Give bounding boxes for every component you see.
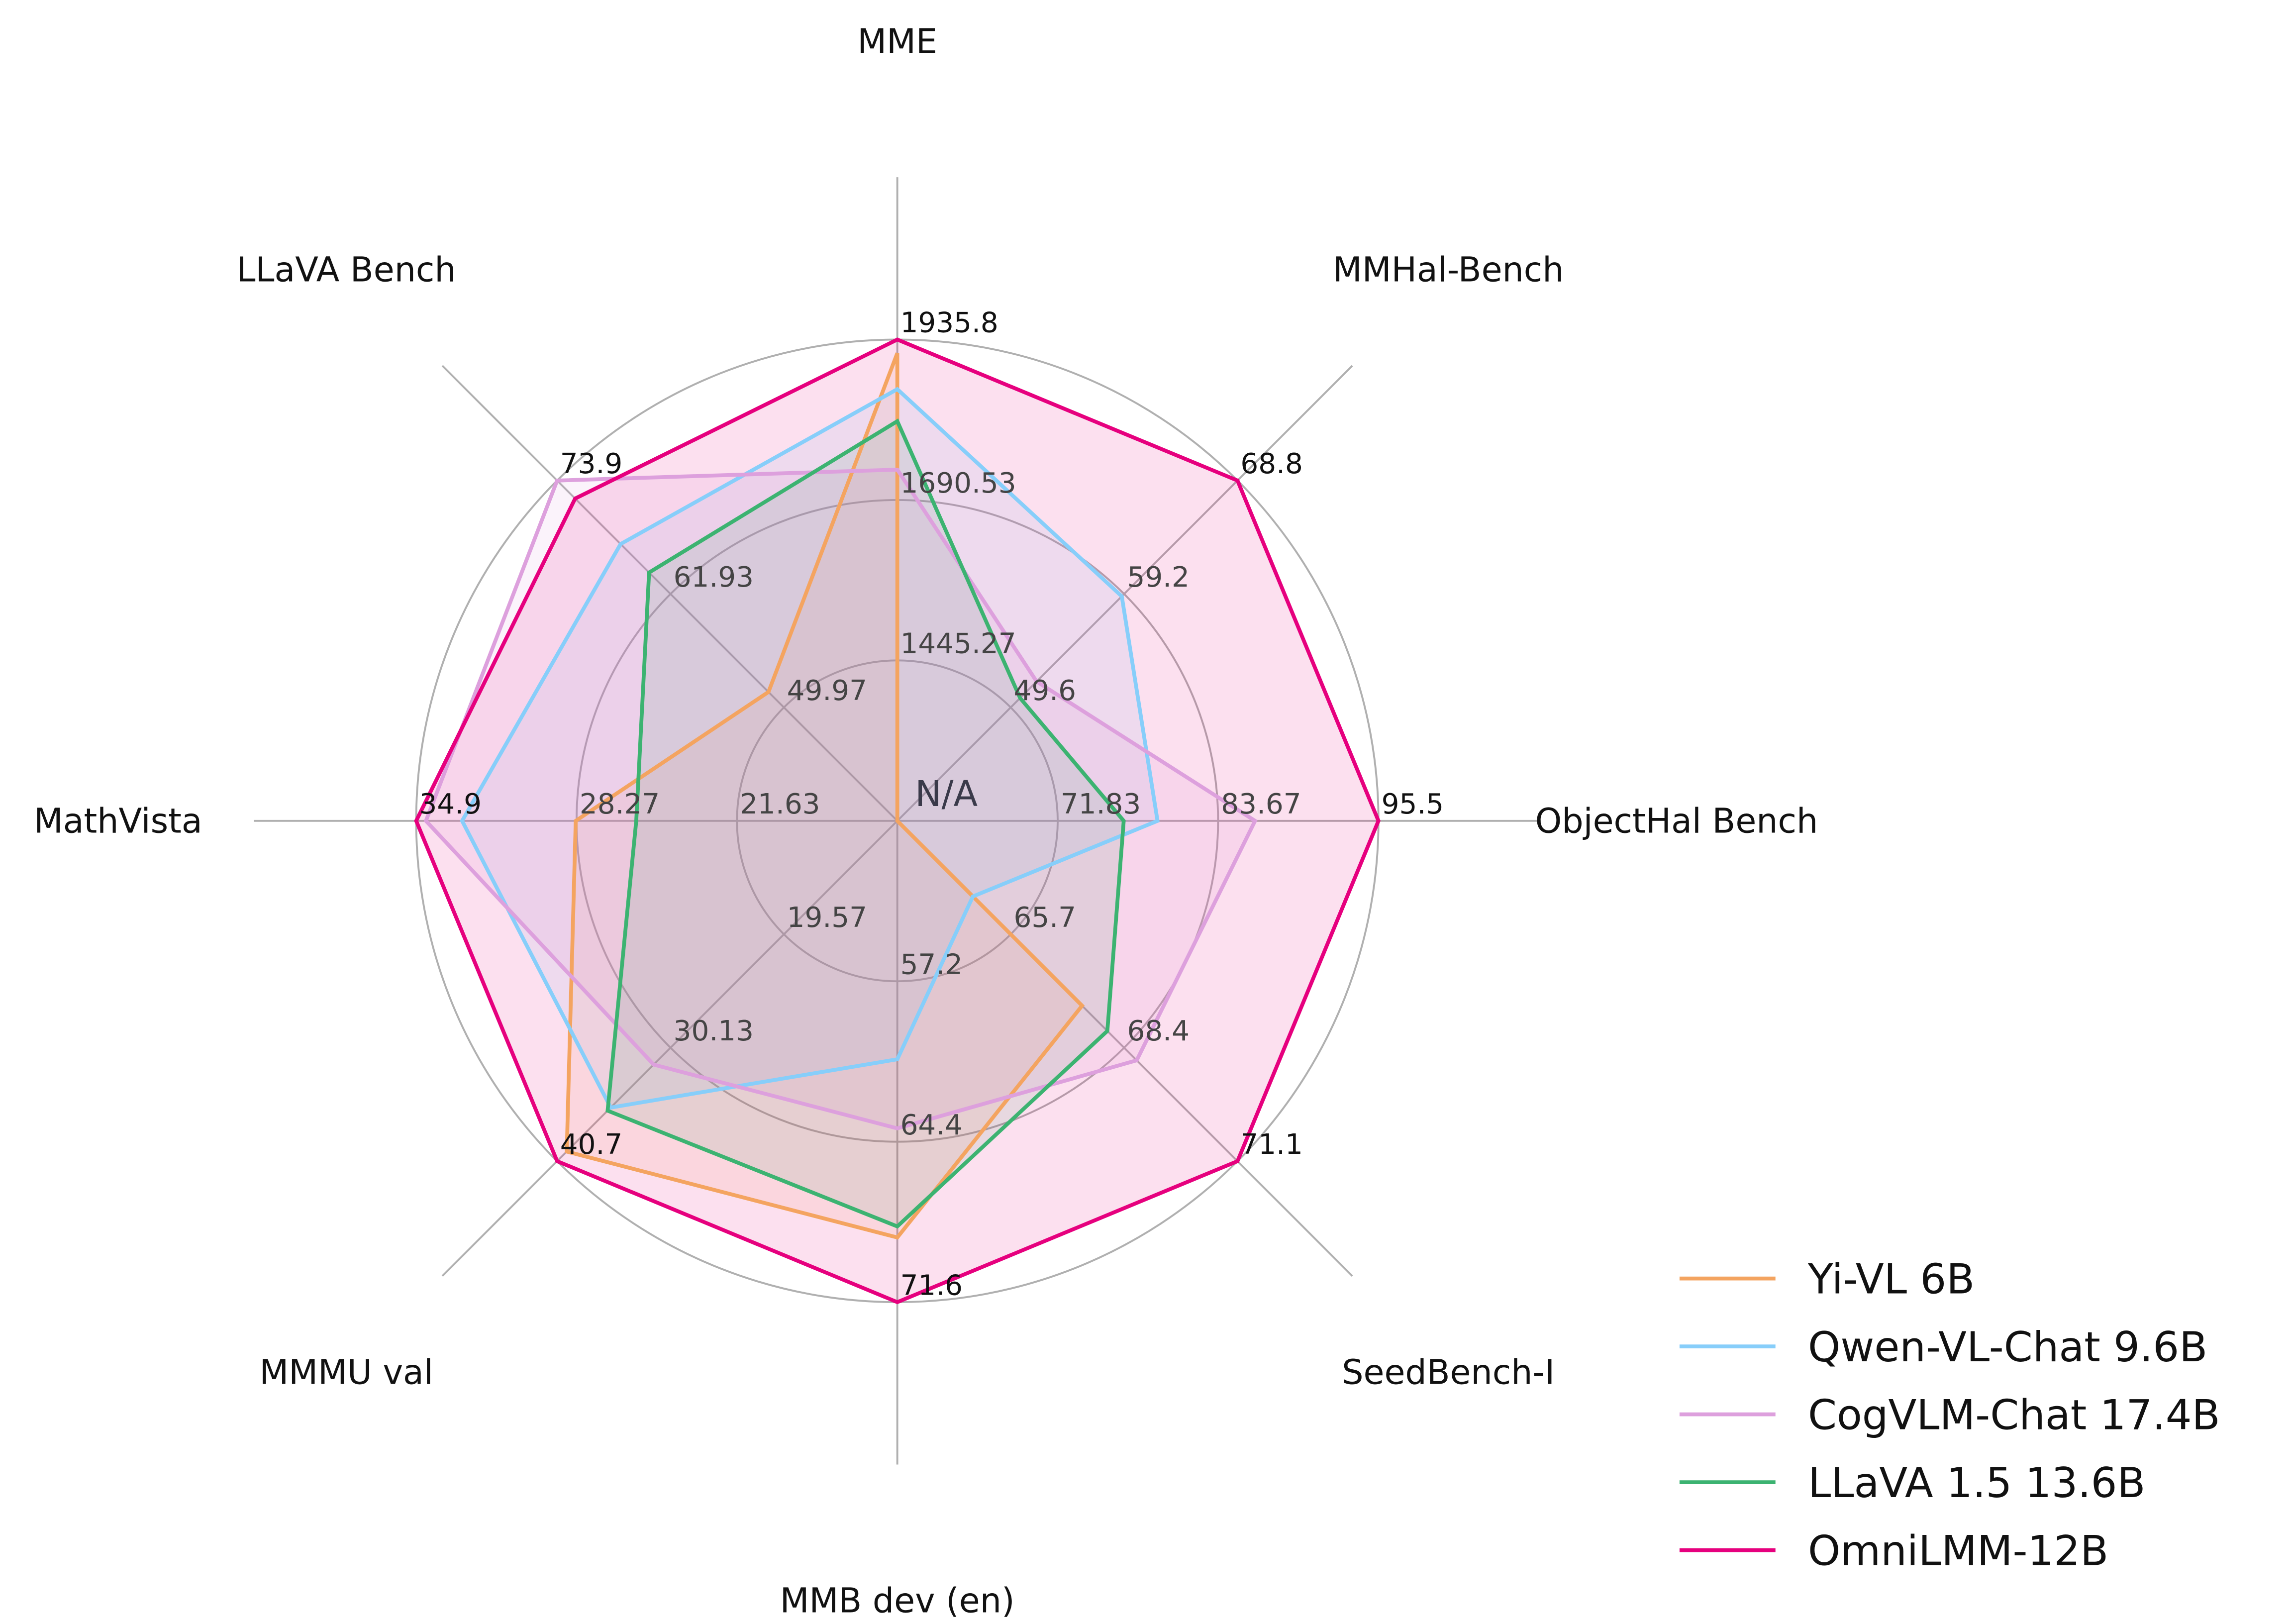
tick-label: 19.57 (787, 902, 867, 934)
axis-label: MMMU val (259, 1353, 433, 1392)
tick-label: 28.27 (580, 788, 660, 820)
tick-label: 49.6 (1014, 675, 1076, 707)
axis-label: MathVista (34, 802, 202, 841)
tick-label: 71.6 (900, 1269, 963, 1302)
legend: Yi-VL 6B Qwen-VL-Chat 9.6B CogVLM-Chat 17.… (1679, 1255, 2220, 1575)
axis-label: MME (857, 22, 937, 62)
tick-label: 65.7 (1014, 902, 1076, 934)
center-na-label: N/A (915, 773, 978, 814)
axis-labels: MME MMHal-Bench ObjectHal Bench SeedBench-I… (34, 22, 1818, 1621)
tick-label: 64.4 (900, 1109, 963, 1141)
tick-label: 83.67 (1221, 788, 1301, 820)
tick-label: 73.9 (560, 448, 622, 480)
tick-label: 95.5 (1382, 788, 1444, 820)
tick-label: 59.2 (1127, 561, 1189, 594)
series-fill (567, 353, 1083, 1238)
tick-label: 1445.27 (900, 628, 1016, 660)
axis-label: LLaVA Bench (236, 251, 456, 290)
tick-label: 49.97 (787, 675, 867, 707)
series-line-qwen-vl-chat-9-6b (460, 387, 1160, 1110)
tick-label: 68.8 (1240, 448, 1302, 480)
tick-label: 34.9 (419, 788, 481, 820)
tick-label: 61.93 (674, 561, 754, 594)
series-fill (426, 469, 1255, 1128)
axis-label: SeedBench-I (1342, 1353, 1555, 1392)
legend-label: Yi-VL 6B (1807, 1255, 1975, 1303)
axis-label: MMHal-Bench (1333, 251, 1564, 290)
tick-label: 1935.8 (900, 307, 998, 339)
series-line-llava-1-5-13-6b (605, 418, 1126, 1229)
tick-label: 30.13 (674, 1015, 754, 1047)
legend-label: CogVLM-Chat 17.4B (1808, 1391, 2220, 1439)
tick-label: 71.83 (1061, 788, 1141, 820)
axis-line (441, 365, 898, 822)
tick-label: 40.7 (560, 1128, 622, 1161)
axis-line (897, 365, 1353, 822)
legend-label: OmniLMM-12B (1808, 1526, 2108, 1575)
tick-label: 57.2 (900, 948, 963, 981)
tick-label: 21.63 (740, 788, 820, 820)
series-line-cogvlm-chat-17-4b (423, 467, 1258, 1130)
axis-label: MMB dev (en) (780, 1581, 1015, 1621)
legend-label: LLaVA 1.5 13.6B (1808, 1459, 2146, 1507)
tick-label: 68.4 (1127, 1015, 1189, 1047)
legend-label: Qwen-VL-Chat 9.6B (1808, 1323, 2207, 1371)
series-fill (462, 389, 1158, 1108)
tick-labels: 1445.27 1690.53 1935.8 49.6 59.2 68.8 71.83 83.… (419, 307, 1444, 1302)
series-line-omnilmm-12b (414, 337, 1381, 1305)
axis-label: ObjectHal Bench (1535, 802, 1818, 841)
series-line-yi-vl-6b (565, 352, 1085, 1240)
axis-line (441, 820, 898, 1277)
series-polygons (414, 337, 1381, 1305)
tick-label: 71.1 (1240, 1128, 1302, 1161)
tick-label: 1690.53 (900, 467, 1016, 500)
series-fill (607, 421, 1124, 1226)
